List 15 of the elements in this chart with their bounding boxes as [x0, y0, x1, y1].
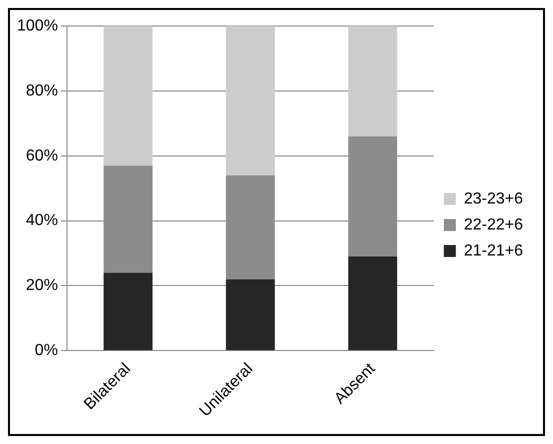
bar	[104, 26, 153, 166]
bar	[226, 26, 275, 176]
y-tick-label: 20%	[26, 277, 58, 294]
legend-label: 21-21+6	[464, 242, 524, 260]
bar	[348, 256, 398, 350]
y-tick-label: 80%	[26, 82, 58, 100]
y-tick-label: 0%	[34, 342, 58, 360]
legend-label: 23-23+6	[464, 190, 524, 208]
y-tick-label: 40%	[26, 212, 58, 230]
bar	[104, 272, 153, 350]
legend-label: 22-22+6	[464, 216, 524, 234]
y-tick-label: 60%	[26, 147, 58, 164]
y-tick-label: 100%	[17, 17, 58, 34]
bar	[226, 279, 275, 350]
bar	[348, 26, 398, 136]
